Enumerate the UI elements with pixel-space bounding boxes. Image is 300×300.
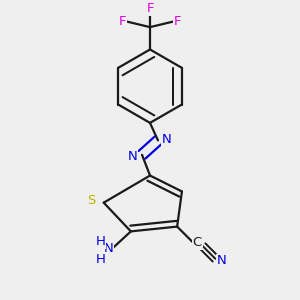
Text: F: F bbox=[146, 2, 154, 15]
Text: N: N bbox=[162, 133, 172, 146]
Text: F: F bbox=[119, 15, 127, 28]
Text: N: N bbox=[103, 242, 113, 255]
Text: H: H bbox=[96, 253, 106, 266]
Text: S: S bbox=[87, 194, 96, 207]
Text: F: F bbox=[173, 15, 181, 28]
Text: N: N bbox=[217, 254, 227, 267]
Text: C: C bbox=[193, 236, 202, 249]
Text: H: H bbox=[96, 235, 106, 248]
Text: N: N bbox=[128, 150, 137, 163]
